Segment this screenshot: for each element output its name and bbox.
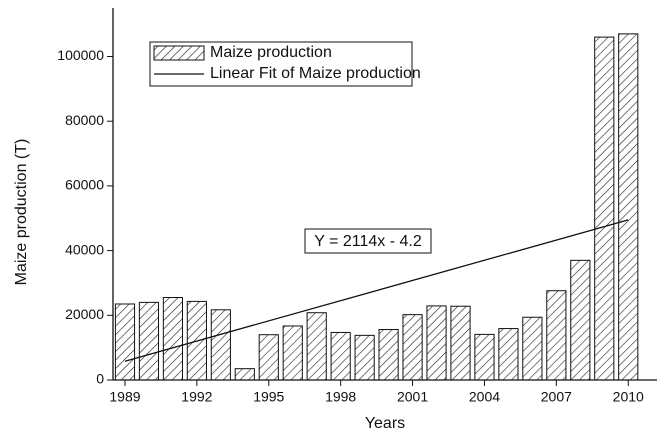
bar bbox=[402, 314, 423, 381]
bar bbox=[522, 316, 543, 381]
bar bbox=[450, 305, 471, 381]
bar bbox=[282, 325, 303, 381]
bar bbox=[306, 312, 327, 381]
y-tick-label: 80000 bbox=[65, 112, 104, 128]
y-tick-label: 60000 bbox=[65, 177, 104, 193]
legend-label: Linear Fit of Maize production bbox=[210, 65, 421, 82]
y-axis-title: Maize production (T) bbox=[13, 139, 30, 286]
y-tick-label: 40000 bbox=[65, 241, 104, 257]
bar bbox=[114, 303, 136, 381]
bar bbox=[354, 334, 375, 381]
x-tick-label: 2010 bbox=[613, 389, 644, 405]
annotation: Y = 2114x - 4.2 bbox=[314, 233, 422, 250]
annotation-box bbox=[304, 228, 432, 254]
y-tick-label: 20000 bbox=[65, 306, 104, 322]
bar bbox=[210, 309, 231, 381]
legend-label: Maize production bbox=[210, 44, 332, 61]
bar bbox=[570, 259, 591, 381]
x-tick-label: 1995 bbox=[253, 389, 284, 405]
bar bbox=[162, 297, 183, 381]
bar bbox=[258, 334, 279, 381]
x-tick-label: 2004 bbox=[469, 389, 500, 405]
y-tick-label: 0 bbox=[96, 371, 104, 387]
x-tick-label: 2007 bbox=[541, 389, 572, 405]
bar bbox=[426, 305, 447, 381]
x-tick-label: 1998 bbox=[325, 389, 356, 405]
bar bbox=[474, 333, 495, 381]
x-axis-title: Years bbox=[365, 415, 405, 432]
fit-line bbox=[124, 219, 629, 362]
x-tick-label: 2001 bbox=[397, 389, 428, 405]
legend-swatch bbox=[153, 45, 205, 61]
bar bbox=[234, 368, 255, 381]
bar bbox=[546, 290, 567, 381]
bar bbox=[378, 329, 399, 381]
bar bbox=[498, 328, 519, 381]
y-tick-label: 100000 bbox=[57, 47, 104, 63]
bar bbox=[594, 36, 615, 381]
x-tick-label: 1992 bbox=[181, 389, 212, 405]
bar bbox=[138, 301, 160, 381]
bar bbox=[330, 331, 351, 381]
bar bbox=[618, 33, 639, 381]
x-tick-label: 1989 bbox=[109, 389, 140, 405]
